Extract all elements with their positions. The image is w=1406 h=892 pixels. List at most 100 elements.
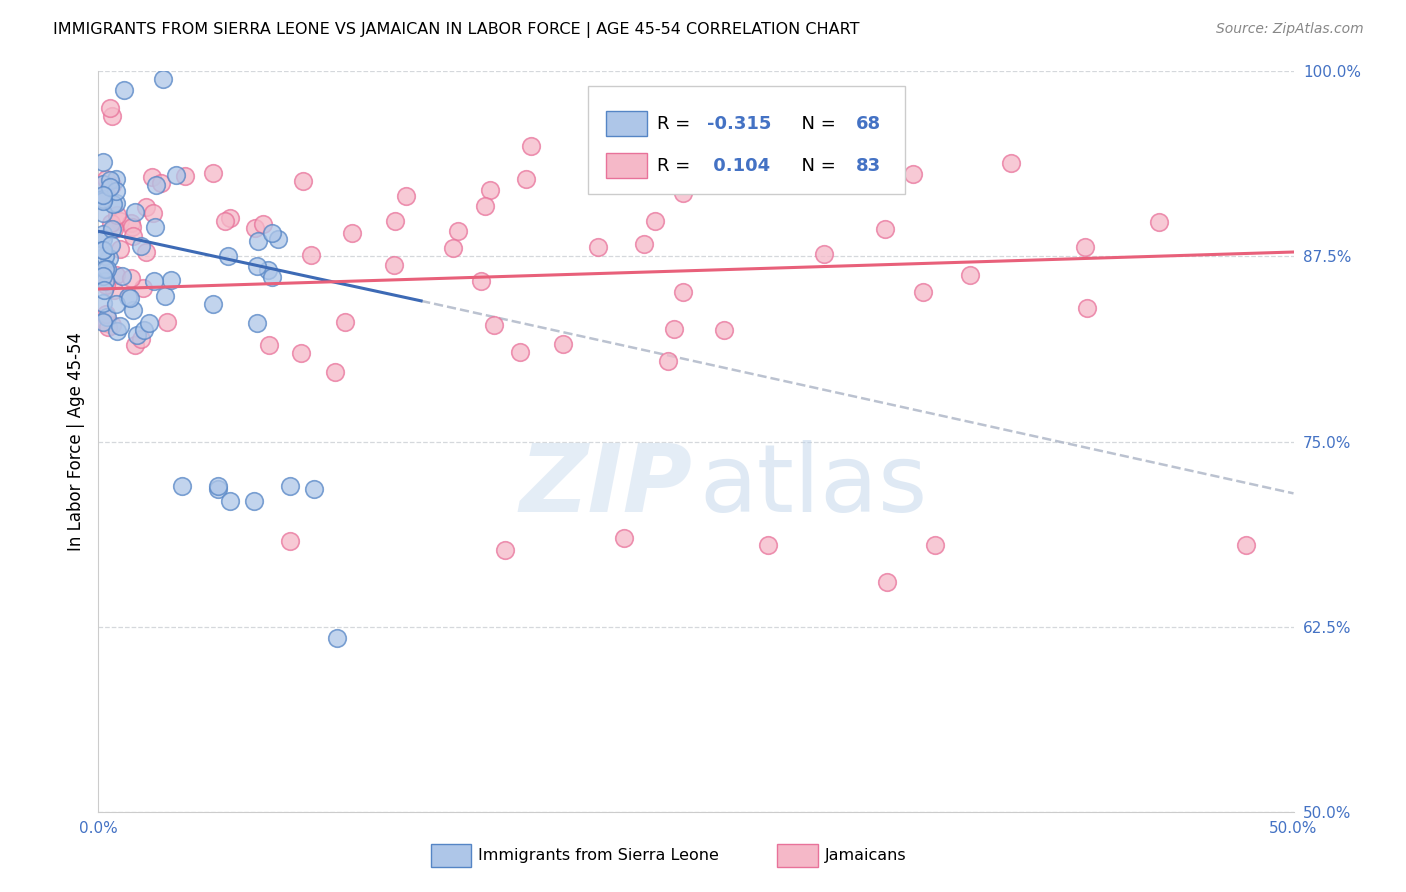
Point: [91, 189, 114, 203]
Point: [96, 262, 118, 277]
Text: 83: 83: [856, 157, 882, 175]
FancyBboxPatch shape: [606, 153, 647, 178]
Point: [509, 344, 531, 359]
Point: [201, 166, 224, 180]
Point: [482, 318, 505, 332]
Point: [94, 249, 117, 263]
Point: [644, 214, 666, 228]
Text: -0.315: -0.315: [707, 115, 770, 133]
Point: [252, 218, 274, 232]
Point: [100, 109, 122, 123]
Point: [94, 187, 117, 202]
Point: [118, 291, 141, 305]
Point: [172, 479, 194, 493]
FancyBboxPatch shape: [430, 844, 471, 867]
Point: [441, 241, 464, 255]
Point: [138, 316, 160, 330]
Text: N =: N =: [790, 157, 842, 175]
Point: [326, 632, 349, 646]
Point: [98, 172, 121, 186]
Point: [1234, 538, 1257, 552]
Point: [91, 296, 114, 310]
Point: [218, 211, 240, 225]
Point: [98, 251, 121, 265]
Point: [243, 493, 266, 508]
Point: [101, 196, 124, 211]
Point: [91, 243, 114, 257]
Point: [104, 268, 127, 282]
Point: [149, 176, 172, 190]
Point: [101, 318, 124, 332]
Point: [291, 174, 314, 188]
Point: [742, 123, 765, 137]
Point: [121, 302, 143, 317]
Point: [662, 322, 685, 336]
Point: [173, 169, 195, 183]
Point: [152, 71, 174, 86]
Point: [120, 270, 142, 285]
Point: [124, 205, 146, 219]
Point: [98, 180, 121, 194]
Point: [207, 482, 229, 496]
Point: [155, 288, 177, 302]
Point: [713, 323, 735, 337]
Point: [104, 172, 127, 186]
Point: [117, 290, 139, 304]
FancyBboxPatch shape: [778, 844, 818, 867]
Point: [91, 178, 114, 192]
Point: [553, 337, 575, 351]
Point: [91, 231, 114, 245]
Point: [94, 186, 117, 201]
Point: [91, 315, 114, 329]
Point: [94, 188, 117, 202]
Point: [520, 138, 543, 153]
Point: [613, 531, 636, 545]
Point: [94, 316, 117, 330]
Point: [135, 245, 157, 260]
Point: [105, 208, 128, 222]
Point: [104, 195, 127, 210]
Point: [302, 482, 325, 496]
Point: [340, 226, 363, 240]
Text: R =: R =: [657, 157, 696, 175]
Point: [246, 259, 269, 273]
Point: [93, 284, 115, 298]
Point: [382, 258, 405, 272]
Point: [91, 194, 114, 209]
FancyBboxPatch shape: [606, 111, 647, 136]
Point: [214, 214, 236, 228]
Text: 68: 68: [856, 115, 882, 133]
Point: [876, 575, 898, 590]
Point: [91, 189, 114, 203]
Point: [156, 315, 179, 329]
Point: [100, 178, 122, 192]
Point: [1147, 215, 1170, 229]
Point: [813, 247, 835, 261]
Point: [246, 234, 269, 248]
Point: [257, 263, 280, 277]
Point: [91, 155, 114, 169]
Point: [217, 249, 239, 263]
FancyBboxPatch shape: [589, 87, 905, 194]
Point: [110, 242, 132, 256]
Point: [245, 221, 267, 235]
Text: atlas: atlas: [700, 440, 928, 532]
Point: [1000, 155, 1022, 169]
Point: [91, 227, 114, 241]
Point: [94, 274, 117, 288]
Text: IMMIGRANTS FROM SIERRA LEONE VS JAMAICAN IN LABOR FORCE | AGE 45-54 CORRELATION : IMMIGRANTS FROM SIERRA LEONE VS JAMAICAN…: [53, 22, 860, 38]
Text: N =: N =: [790, 115, 842, 133]
Point: [121, 228, 143, 243]
Point: [474, 199, 496, 213]
Point: [112, 83, 135, 97]
Point: [108, 213, 131, 227]
Point: [159, 273, 181, 287]
Point: [323, 365, 346, 379]
Point: [1073, 240, 1095, 254]
Point: [100, 238, 122, 252]
Point: [135, 200, 157, 214]
Point: [299, 248, 322, 262]
Point: [756, 538, 779, 552]
Text: Immigrants from Sierra Leone: Immigrants from Sierra Leone: [478, 848, 720, 863]
Point: [257, 338, 280, 352]
